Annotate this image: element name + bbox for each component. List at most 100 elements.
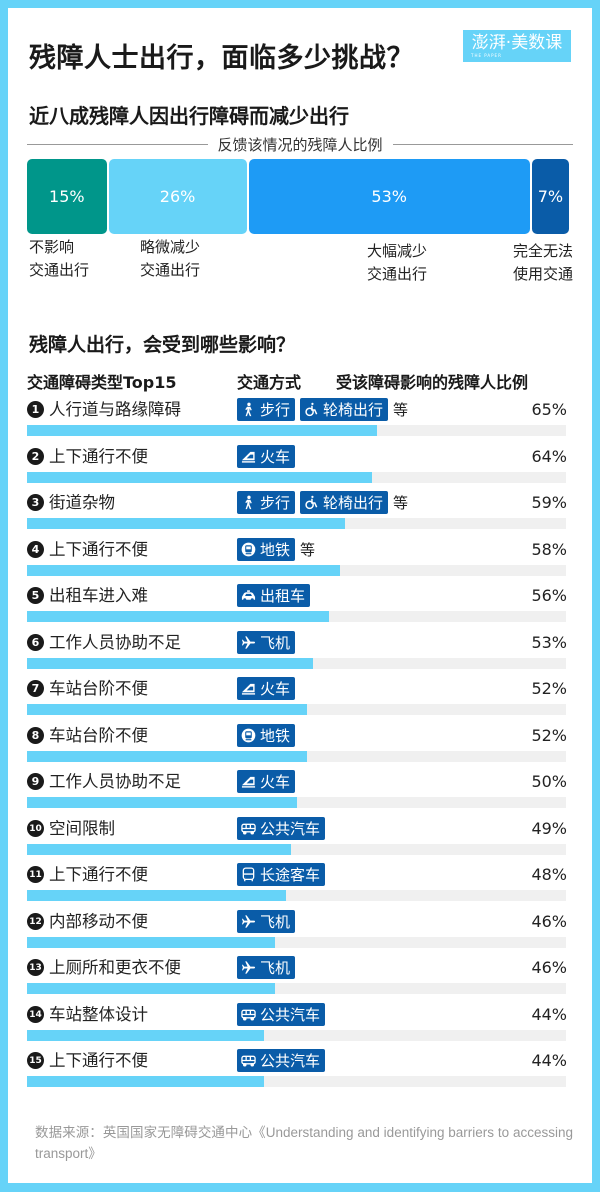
bar-fill <box>27 1076 265 1087</box>
bus-icon <box>241 821 256 836</box>
bar-fill <box>27 518 345 529</box>
transport-mode-label: 轮椅出行 <box>323 401 384 419</box>
barrier-label: 车站台阶不便 <box>49 679 148 698</box>
column-header-type: 交通障碍类型Top15 <box>27 373 177 392</box>
transport-mode-badge: 公共汽车 <box>237 1003 326 1026</box>
transport-modes: 步行 轮椅出行等 <box>237 491 408 514</box>
table-row: 2 上下通行不便 火车 64% <box>27 445 567 491</box>
table-row: 4 上下通行不便 地铁等 58% <box>27 538 567 584</box>
rank-badge: 2 <box>27 448 44 465</box>
rank-badge: 1 <box>27 401 44 418</box>
percentage-value: 58% <box>531 540 567 559</box>
percentage-value: 49% <box>531 819 567 838</box>
stack-legend: 反馈该情况的残障人比例 <box>27 134 574 154</box>
table-row: 6 工作人员协助不足 飞机 53% <box>27 631 567 677</box>
bar-fill <box>27 1030 265 1041</box>
transport-mode-badge: 公共汽车 <box>237 817 326 840</box>
percentage-value: 46% <box>531 912 567 931</box>
transport-mode-label: 火车 <box>260 680 291 698</box>
train-icon <box>241 449 256 464</box>
rank-badge: 4 <box>27 541 44 558</box>
percentage-value: 59% <box>531 493 567 512</box>
percentage-value: 52% <box>531 679 567 698</box>
metro-icon <box>241 542 256 557</box>
table-row: 9 工作人员协助不足 火车 50% <box>27 770 567 816</box>
transport-modes: 飞机 <box>237 631 296 654</box>
rank-badge: 5 <box>27 587 44 604</box>
table-row: 5 出租车进入难 出租车 56% <box>27 584 567 630</box>
bar-track <box>27 1076 566 1087</box>
transport-mode-label: 地铁 <box>260 541 291 559</box>
bus-icon <box>241 1007 256 1022</box>
barrier-label: 上下通行不便 <box>49 1051 148 1070</box>
transport-mode-label: 公共汽车 <box>260 1006 321 1024</box>
bar-fill <box>27 751 308 762</box>
percentage-value: 44% <box>531 1051 567 1070</box>
segment-value: 7% <box>537 187 564 206</box>
segment-label: 略微减少 交通出行 <box>140 238 201 279</box>
transport-mode-badge: 飞机 <box>237 631 296 654</box>
table-row: 1 人行道与路缘障碍 步行 轮椅出行等 65% <box>27 398 567 444</box>
segment-value: 15% <box>49 187 85 206</box>
airplane-icon <box>241 960 256 975</box>
bar-fill <box>27 658 313 669</box>
bar-track <box>27 565 566 576</box>
etc-label: 等 <box>300 541 316 559</box>
percentage-value: 48% <box>531 865 567 884</box>
percentage-value: 52% <box>531 726 567 745</box>
rank-badge: 11 <box>27 866 44 883</box>
rank-badge: 14 <box>27 1006 44 1023</box>
bar-fill <box>27 983 275 994</box>
segment-value: 26% <box>159 187 196 206</box>
taxi-icon <box>241 588 256 603</box>
bar-track <box>27 797 566 808</box>
percentage-value: 64% <box>531 447 567 466</box>
transport-mode-badge: 火车 <box>237 677 296 700</box>
rank-badge: 3 <box>27 494 44 511</box>
transport-mode-badge: 长途客车 <box>237 863 326 886</box>
transport-mode-badge: 公共汽车 <box>237 1049 326 1072</box>
barrier-label: 内部移动不便 <box>49 912 148 931</box>
transport-mode-label: 长途客车 <box>260 866 321 884</box>
barrier-label: 人行道与路缘障碍 <box>49 400 181 419</box>
table-row: 7 车站台阶不便 火车 52% <box>27 677 567 723</box>
transport-mode-label: 轮椅出行 <box>323 494 384 512</box>
divider <box>27 143 208 145</box>
stacked-bar-labels: 不影响 交通出行 略微减少 交通出行 大幅减少 交通出行 完全无法 使用交通 <box>27 236 573 286</box>
transport-modes: 公共汽车 <box>237 817 326 840</box>
rank-badge: 9 <box>27 773 44 790</box>
bar-track <box>27 937 566 948</box>
percentage-value: 50% <box>531 772 567 791</box>
column-header-pct: 受该障碍影响的残障人比例 <box>336 373 529 392</box>
bar-track <box>27 844 566 855</box>
barrier-label: 街道杂物 <box>49 493 115 512</box>
stack-segment: 53% <box>248 159 530 234</box>
bar-track <box>27 1030 566 1041</box>
bar-track <box>27 751 566 762</box>
barrier-label: 工作人员协助不足 <box>49 633 181 652</box>
bar-fill <box>27 611 329 622</box>
transport-mode-badge: 飞机 <box>237 910 296 933</box>
barrier-label: 上厕所和更衣不便 <box>49 958 181 977</box>
rank-badge: 13 <box>27 959 44 976</box>
bar-track <box>27 425 566 436</box>
segment-value: 53% <box>371 187 407 206</box>
divider <box>392 143 574 145</box>
data-source: 数据来源：英国国家无障碍交通中心《Understanding and ident… <box>35 1125 573 1161</box>
bar-track <box>27 472 566 483</box>
logo-text: 澎湃·美数课 <box>471 32 563 53</box>
transport-mode-label: 飞机 <box>260 959 291 977</box>
transport-mode-badge: 飞机 <box>237 956 296 979</box>
pedestrian-icon <box>241 495 256 510</box>
airplane-icon <box>241 635 256 650</box>
bus-icon <box>241 1053 256 1068</box>
transport-mode-badge: 地铁 <box>237 538 296 561</box>
table-row: 10 空间限制 公共汽车 49% <box>27 817 567 863</box>
rank-badge: 10 <box>27 820 44 837</box>
transport-mode-badge: 轮椅出行 <box>300 491 389 514</box>
percentage-value: 53% <box>531 633 567 652</box>
percentage-value: 65% <box>531 400 567 419</box>
barrier-label: 空间限制 <box>49 819 115 838</box>
transport-mode-label: 公共汽车 <box>260 820 321 838</box>
transport-modes: 火车 <box>237 677 296 700</box>
